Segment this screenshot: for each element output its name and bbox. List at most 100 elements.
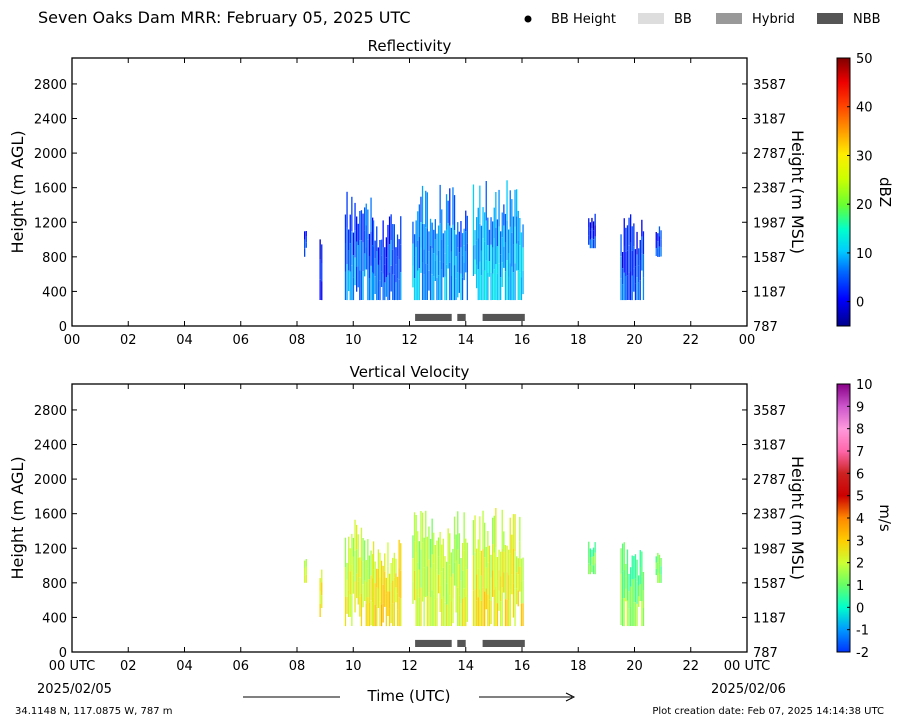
echo-pixel bbox=[506, 545, 508, 573]
echo-pixel bbox=[434, 260, 436, 281]
echo-pixel bbox=[453, 516, 456, 540]
echo-pixel bbox=[508, 229, 510, 253]
echo-pixel bbox=[348, 229, 350, 250]
echo-pixel bbox=[439, 184, 441, 224]
colorbar-tick-label: 10 bbox=[856, 247, 873, 262]
echo-pixel bbox=[484, 591, 486, 627]
echo-pixel bbox=[484, 522, 486, 558]
echo-pixel bbox=[417, 211, 419, 241]
echo-pixel bbox=[465, 567, 467, 597]
echo-pixel bbox=[519, 541, 521, 567]
echo-pixel bbox=[495, 264, 497, 300]
echo-pixel bbox=[434, 239, 436, 261]
y-tick-label: 1600 bbox=[34, 508, 67, 523]
echo-segment bbox=[588, 213, 596, 249]
echo-pixel bbox=[519, 566, 521, 592]
echo-pixel bbox=[421, 542, 424, 572]
echo-pixel bbox=[463, 263, 465, 281]
echo-pixel bbox=[357, 223, 359, 245]
echo-pixel bbox=[634, 602, 637, 627]
echo-pixel bbox=[508, 549, 510, 576]
echo-pixel bbox=[622, 598, 624, 627]
echo-pixel bbox=[418, 597, 420, 627]
echo-pixel bbox=[641, 253, 643, 271]
echo-pixel bbox=[472, 215, 475, 246]
echo-pixel bbox=[431, 518, 433, 555]
echo-pixel bbox=[589, 565, 591, 575]
echo-pixel bbox=[449, 225, 451, 263]
echo-pixel bbox=[519, 516, 521, 542]
echo-pixel bbox=[626, 275, 629, 300]
echo-pixel bbox=[474, 589, 476, 627]
bright-band-bar bbox=[482, 313, 525, 321]
echo-pixel bbox=[349, 214, 351, 244]
echo-pixel bbox=[594, 552, 596, 564]
echo-pixel bbox=[352, 232, 355, 256]
echo-pixel bbox=[658, 226, 661, 237]
echo-pixel bbox=[626, 575, 629, 601]
echo-pixel bbox=[493, 207, 495, 239]
echo-pixel bbox=[437, 225, 440, 251]
colorbar-tick-label: 30 bbox=[856, 149, 873, 164]
echo-pixel bbox=[474, 230, 476, 245]
xlabel-arrow-icon bbox=[565, 692, 576, 702]
echo-pixel bbox=[429, 568, 432, 597]
echo-pixel bbox=[372, 245, 374, 273]
echo-pixel bbox=[321, 569, 323, 583]
echo-pixel bbox=[458, 272, 460, 293]
echo-pixel bbox=[413, 570, 416, 601]
echo-pixel bbox=[319, 259, 321, 280]
echo-pixel bbox=[516, 572, 518, 589]
echo-pixel bbox=[508, 253, 510, 277]
echo-pixel bbox=[503, 225, 505, 247]
echo-pixel bbox=[388, 216, 391, 245]
echo-pixel bbox=[433, 532, 435, 564]
colorbar-tick-label: 1 bbox=[856, 579, 864, 594]
y-tick-label: 400 bbox=[42, 285, 67, 300]
echo-pixel bbox=[476, 600, 478, 626]
echo-pixel bbox=[496, 603, 499, 627]
echo-pixel bbox=[372, 273, 375, 301]
echo-pixel bbox=[500, 231, 502, 255]
echo-segment bbox=[655, 226, 662, 257]
x-tick-label: 18 bbox=[570, 333, 587, 348]
echo-pixel bbox=[509, 226, 511, 264]
echo-pixel bbox=[415, 246, 417, 274]
echo-pixel bbox=[425, 263, 427, 300]
echo-pixel bbox=[628, 245, 630, 273]
echo-pixel bbox=[472, 590, 475, 626]
echo-pixel bbox=[449, 564, 451, 596]
echo-pixel bbox=[367, 269, 369, 301]
x-tick-label: 04 bbox=[176, 659, 193, 674]
echo-pixel bbox=[655, 562, 657, 569]
echo-pixel bbox=[482, 549, 484, 588]
x-tick-label: 06 bbox=[232, 333, 249, 348]
echo-pixel bbox=[390, 583, 392, 604]
echo-pixel bbox=[444, 276, 446, 301]
echo-pixel bbox=[372, 220, 375, 247]
echo-pixel bbox=[633, 602, 635, 626]
echo-pixel bbox=[633, 556, 635, 580]
echo-pixel bbox=[436, 597, 438, 627]
echo-pixel bbox=[392, 603, 394, 626]
echo-pixel bbox=[382, 603, 384, 623]
echo-pixel bbox=[376, 587, 378, 607]
echo-pixel bbox=[638, 596, 640, 607]
echo-pixel bbox=[436, 233, 438, 256]
echo-pixel bbox=[477, 568, 479, 598]
echo-pixel bbox=[374, 276, 376, 294]
echo-segment bbox=[372, 214, 402, 301]
echo-pixel bbox=[463, 550, 465, 589]
echo-pixel bbox=[520, 277, 523, 301]
echo-pixel bbox=[359, 577, 361, 597]
echo-pixel bbox=[594, 225, 596, 237]
echo-pixel bbox=[428, 231, 430, 252]
echo-pixel bbox=[501, 548, 503, 588]
echo-pixel bbox=[633, 246, 635, 269]
echo-pixel bbox=[594, 542, 596, 553]
colorbar-tick-label: 10 bbox=[856, 378, 873, 393]
echo-pixel bbox=[455, 586, 457, 613]
echo-pixel bbox=[592, 565, 595, 575]
echo-pixel bbox=[442, 538, 444, 568]
